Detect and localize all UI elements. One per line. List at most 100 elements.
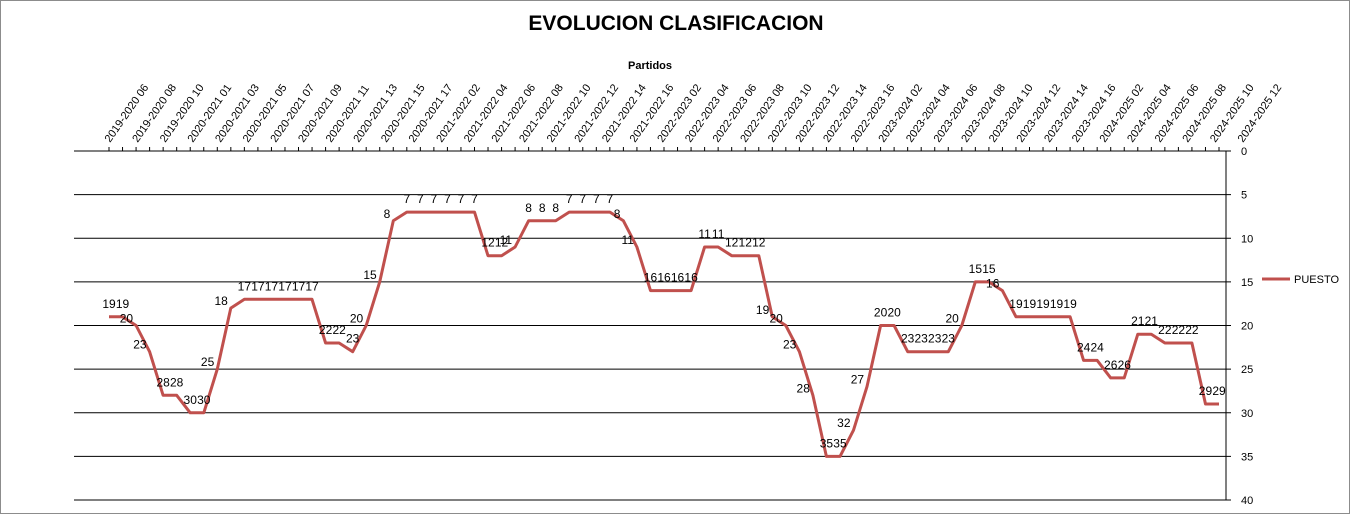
axes <box>108 147 1231 501</box>
y-tick-label: 35 <box>1241 451 1253 463</box>
data-label: 23 <box>928 332 942 346</box>
data-label: 11 <box>621 233 634 247</box>
data-label: 35 <box>833 436 847 450</box>
data-label: 19 <box>116 297 130 311</box>
data-label: 12 <box>481 236 495 250</box>
data-label: 7 <box>607 192 614 206</box>
data-label: 15 <box>969 262 983 276</box>
data-label: 19 <box>1023 297 1037 311</box>
data-label: 7 <box>417 192 424 206</box>
data-label: 17 <box>238 279 252 293</box>
data-label: 17 <box>251 279 265 293</box>
gridlines <box>74 150 1226 501</box>
data-label: 17 <box>292 279 306 293</box>
data-label: 12 <box>739 236 753 250</box>
data-label: 20 <box>887 306 901 320</box>
data-label: 28 <box>170 375 184 389</box>
series-puesto <box>109 210 1219 458</box>
data-label: 23 <box>783 338 797 352</box>
y-tick-label: 20 <box>1241 321 1253 333</box>
data-label: 7 <box>444 192 451 206</box>
data-label: 35 <box>820 436 834 450</box>
y-tick-label: 5 <box>1241 190 1247 202</box>
data-label: 7 <box>566 192 573 206</box>
data-label: 19 <box>756 303 770 317</box>
data-label: 11 <box>698 227 711 241</box>
data-label: 23 <box>346 332 360 346</box>
data-label: 16 <box>986 277 1000 291</box>
data-label: 17 <box>265 279 279 293</box>
data-label: 20 <box>874 306 888 320</box>
y-tick-label: 10 <box>1241 233 1253 245</box>
data-label: 8 <box>384 207 391 221</box>
data-label: 22 <box>1158 323 1172 337</box>
data-label: 16 <box>644 271 658 285</box>
x-axis-title: Partidos <box>627 60 672 72</box>
y-tick-label: 15 <box>1241 277 1253 289</box>
data-label: 22 <box>332 323 346 337</box>
data-label: 25 <box>201 355 215 369</box>
data-label: 28 <box>797 381 811 395</box>
y-tick-label: 30 <box>1241 408 1253 420</box>
data-label: 7 <box>431 192 438 206</box>
legend-label-puesto: PUESTO <box>1294 274 1339 286</box>
data-label: 20 <box>945 312 959 326</box>
data-label: 29 <box>1199 384 1213 398</box>
data-label: 19 <box>1036 297 1050 311</box>
data-label: 21 <box>1145 314 1159 328</box>
data-label: 22 <box>319 323 333 337</box>
data-label: 30 <box>184 393 198 407</box>
y-tick-label: 40 <box>1241 495 1253 507</box>
data-label: 30 <box>197 393 211 407</box>
data-label: 7 <box>471 192 478 206</box>
data-label: 21 <box>1131 314 1145 328</box>
y-tick-labels: 0 5 10 15 20 25 30 35 40 <box>1241 146 1253 507</box>
data-label: 19 <box>102 297 116 311</box>
series-line-puesto <box>109 210 1219 458</box>
data-label: 20 <box>769 312 783 326</box>
data-label: 26 <box>1104 358 1118 372</box>
data-label: 24 <box>1090 340 1104 354</box>
data-label: 17 <box>278 279 292 293</box>
data-label: 12 <box>752 236 766 250</box>
data-label: 16 <box>657 271 671 285</box>
data-label: 27 <box>851 373 865 387</box>
data-label: 26 <box>1118 358 1132 372</box>
data-label: 16 <box>684 271 698 285</box>
data-label: 15 <box>982 262 996 276</box>
data-label: 11 <box>712 227 725 241</box>
data-label: 18 <box>214 294 228 308</box>
y-tick-label: 0 <box>1241 146 1247 158</box>
legend: PUESTO <box>1262 274 1339 286</box>
data-label: 20 <box>350 312 364 326</box>
data-label: 19 <box>1009 297 1023 311</box>
data-label: 32 <box>837 416 851 430</box>
data-label: 24 <box>1077 340 1091 354</box>
data-label: 23 <box>133 338 147 352</box>
data-label: 16 <box>671 271 685 285</box>
data-label: 7 <box>458 192 465 206</box>
data-label: 15 <box>363 268 377 282</box>
data-label: 8 <box>614 207 621 221</box>
data-label: 28 <box>156 375 170 389</box>
data-label: 23 <box>901 332 915 346</box>
data-label: 8 <box>539 201 546 215</box>
data-label: 20 <box>120 312 134 326</box>
chart-title: EVOLUCION CLASIFICACION <box>528 12 824 35</box>
data-label: 22 <box>1185 323 1199 337</box>
data-label: 23 <box>942 332 956 346</box>
y-tick-label: 25 <box>1241 364 1253 376</box>
data-label: 23 <box>915 332 929 346</box>
data-label: 8 <box>525 201 532 215</box>
data-label: 7 <box>579 192 586 206</box>
data-label: 12 <box>495 236 509 250</box>
data-label: 29 <box>1212 384 1226 398</box>
data-label: 22 <box>1172 323 1186 337</box>
data-label: 7 <box>403 192 410 206</box>
data-label: 8 <box>552 201 559 215</box>
data-label: 7 <box>593 192 600 206</box>
